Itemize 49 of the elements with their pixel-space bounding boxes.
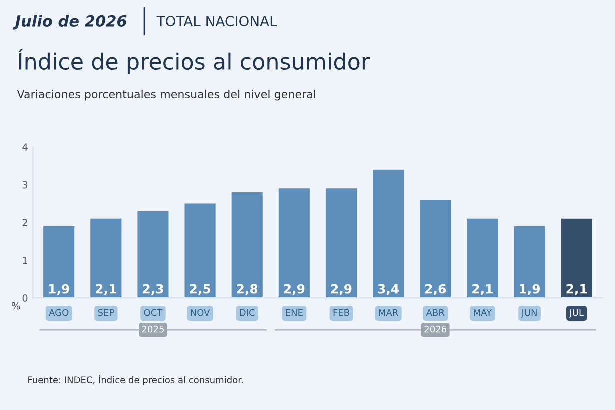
text: Julio de 2026	[12, 15, 127, 30]
source-note: Fuente: INDEC, Índice de precios al consumidor.	[28, 375, 243, 386]
bar	[138, 211, 169, 298]
x-tick-label: JUN	[521, 309, 537, 318]
y-tick-label: 2	[22, 219, 28, 226]
bar	[278, 188, 310, 298]
data-label: 3,4	[378, 284, 400, 296]
y-axis-title: %	[12, 302, 20, 310]
bar	[467, 218, 498, 298]
x-tick-label: AGO	[49, 309, 69, 316]
data-label: 2,1	[566, 284, 588, 296]
bar	[514, 226, 546, 298]
bar	[184, 204, 216, 298]
bar	[561, 218, 592, 298]
x-tick-label: DIC	[240, 309, 255, 316]
bar	[326, 188, 358, 298]
x-tick-label: NOV	[191, 309, 210, 316]
text: 2025	[142, 326, 164, 333]
bar	[44, 226, 75, 298]
chart-subtitle: Variaciones porcentuales mensuales del nivel general	[17, 90, 316, 101]
y-tick-label: 4	[22, 144, 28, 151]
data-label: 2,5	[190, 284, 210, 296]
y-tick-label: 0	[22, 294, 28, 302]
x-tick-label: SEP	[98, 309, 114, 316]
data-label: 2,9	[331, 284, 352, 296]
x-tick-label: JUL	[569, 309, 584, 318]
data-label: 1,9	[520, 284, 540, 296]
x-tick-label: ABR	[426, 309, 445, 316]
x-tick-label: ENE	[286, 309, 303, 316]
text: 2026	[424, 326, 447, 333]
x-tick-label: OCT	[144, 309, 163, 316]
data-label: 2,1	[472, 284, 493, 296]
data-label: 2,8	[237, 284, 258, 296]
data-label: 2,9	[284, 284, 305, 296]
x-tick-label: FEB	[334, 309, 350, 316]
data-label: 1,9	[49, 284, 70, 296]
data-label: 2,3	[143, 284, 164, 296]
x-tick-label: MAY	[474, 309, 492, 316]
y-tick-label: 1	[23, 256, 28, 264]
data-label: 2,6	[426, 284, 446, 296]
text: TOTAL NACIONAL	[156, 16, 278, 27]
x-tick-label: MAR	[379, 309, 398, 316]
chart-title: Índice de precios al consumidor	[18, 49, 370, 74]
data-label: 2,1	[96, 284, 116, 296]
bar	[90, 218, 122, 298]
bar	[373, 170, 404, 298]
bar	[232, 192, 263, 298]
y-tick-label: 3	[22, 181, 28, 189]
bar	[420, 200, 452, 298]
